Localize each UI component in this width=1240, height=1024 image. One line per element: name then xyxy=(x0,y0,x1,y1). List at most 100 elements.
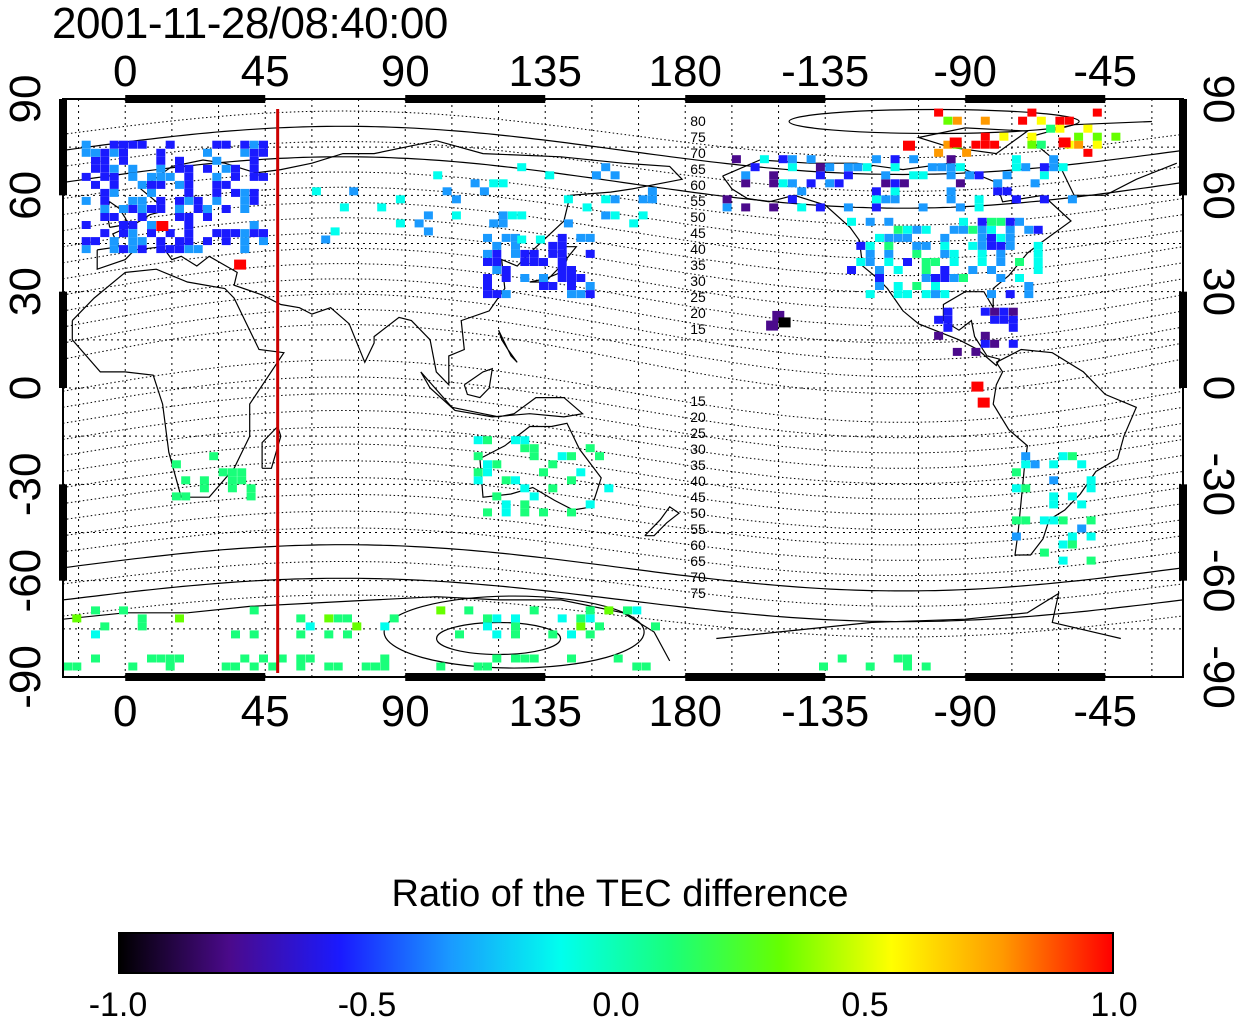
tec-cell xyxy=(240,205,250,213)
contour-label: 50 xyxy=(690,505,706,521)
tec-cell xyxy=(881,195,891,204)
tec-cell xyxy=(871,155,881,164)
contour-label: 25 xyxy=(690,425,706,441)
tec-cell xyxy=(137,180,147,189)
tec-cell xyxy=(884,258,894,266)
top-edge-bar xyxy=(405,95,546,103)
tec-cell xyxy=(128,196,138,205)
tec-cell xyxy=(940,274,950,282)
tec-cell xyxy=(184,221,194,229)
tec-cell xyxy=(100,164,110,173)
tec-cell xyxy=(946,187,956,196)
tec-cell xyxy=(184,213,194,221)
tec-cell xyxy=(147,229,156,238)
tec-cell xyxy=(109,180,119,189)
tec-cell xyxy=(843,203,853,212)
tec-cell xyxy=(1033,225,1043,234)
tec-cell xyxy=(240,148,250,157)
tec-cell xyxy=(259,229,268,238)
tec-cell xyxy=(212,188,222,197)
tec-cell xyxy=(1024,290,1034,299)
tec-cell xyxy=(442,187,452,196)
tec-cell xyxy=(156,205,166,213)
tec-cell xyxy=(119,245,128,254)
tec-cell xyxy=(912,241,922,250)
contour-label: 35 xyxy=(690,457,706,473)
tec-cell xyxy=(1002,171,1012,180)
tec-cell xyxy=(339,203,349,212)
tec-cell xyxy=(993,179,1003,188)
tec-cell xyxy=(974,171,984,180)
tec-cell xyxy=(237,476,247,485)
bottom-edge-bar xyxy=(125,673,266,681)
coastline-indonesia xyxy=(420,371,584,418)
tec-cell xyxy=(567,630,576,639)
tec-cell xyxy=(567,452,576,461)
tec-cell xyxy=(259,654,268,663)
tec-cell xyxy=(1049,500,1059,509)
tec-cell xyxy=(81,172,91,181)
tec-cell xyxy=(778,179,788,188)
tec-cell xyxy=(940,241,950,250)
tec-cell xyxy=(601,195,611,204)
coastline-philippines xyxy=(498,329,518,363)
contour-line xyxy=(63,359,1183,423)
tec-cell xyxy=(221,205,231,213)
tec-cell xyxy=(968,225,978,234)
tec-cell xyxy=(156,180,166,189)
tec-cell xyxy=(949,225,959,234)
tec-cell xyxy=(1005,241,1015,250)
tec-cell xyxy=(137,205,147,213)
tec-cell xyxy=(750,163,760,172)
tec-cell xyxy=(548,630,558,639)
tec-cell xyxy=(996,258,1006,266)
tec-cell xyxy=(847,217,856,226)
bottom-lon-label: -90 xyxy=(933,687,997,736)
tec-cell xyxy=(1086,532,1096,541)
tec-cell xyxy=(231,188,240,197)
contour-line xyxy=(63,232,1183,294)
tec-cell xyxy=(433,171,443,180)
tec-cell xyxy=(865,217,875,226)
tec-cell xyxy=(479,187,489,196)
tec-cell xyxy=(212,196,222,205)
tec-cell xyxy=(395,195,405,204)
tec-cell xyxy=(1024,282,1034,290)
tec-cell xyxy=(1058,137,1071,148)
tec-cell xyxy=(156,237,166,246)
contour-line xyxy=(63,217,1183,277)
tec-cell xyxy=(119,229,128,238)
tec-cell xyxy=(389,614,399,623)
tec-cell xyxy=(1033,258,1043,266)
tec-cell xyxy=(871,187,881,196)
bottom-lon-label: 90 xyxy=(381,687,430,736)
tec-cell xyxy=(875,282,884,290)
tec-cell xyxy=(1049,492,1059,501)
tec-cell xyxy=(184,229,194,238)
tec-cell xyxy=(221,140,231,149)
tec-cell xyxy=(977,258,987,266)
tec-cell xyxy=(520,249,530,258)
tec-cell xyxy=(557,258,567,266)
bottom-edge-bar xyxy=(685,673,826,681)
tec-cell xyxy=(501,290,511,299)
tec-cell xyxy=(128,245,138,254)
map-timestamp-title: 2001-11-28/08:40:00 xyxy=(52,0,448,48)
tec-cell xyxy=(1039,548,1049,557)
axis-edge-bars xyxy=(59,95,1187,681)
tec-cell xyxy=(240,196,250,205)
tec-cell xyxy=(473,662,483,671)
top-lon-label: 0 xyxy=(113,47,137,96)
coastline-borneo xyxy=(463,367,494,399)
tec-cell xyxy=(548,282,558,290)
tec-cell xyxy=(498,179,508,188)
tec-cell xyxy=(128,140,138,149)
tec-cell xyxy=(610,195,620,204)
tec-cell xyxy=(128,205,138,213)
tec-cell xyxy=(296,614,306,623)
tec-cell xyxy=(156,156,166,165)
tec-cell xyxy=(927,163,937,172)
tec-cell xyxy=(890,155,900,164)
tec-cell xyxy=(741,171,751,180)
tec-cell xyxy=(184,180,194,189)
